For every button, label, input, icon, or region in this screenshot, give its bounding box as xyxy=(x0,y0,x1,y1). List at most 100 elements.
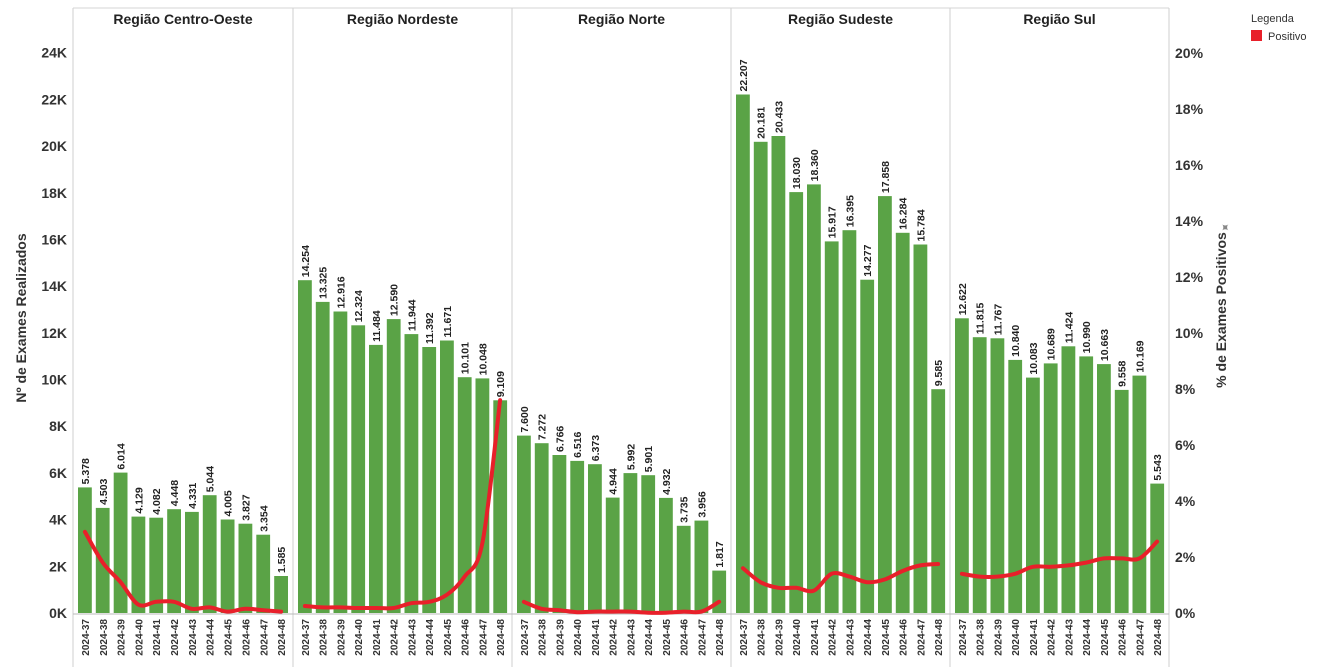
positive-rate-line[interactable] xyxy=(521,599,722,615)
x-tick-label: 2024-38 xyxy=(538,619,549,656)
legend-swatch-positivo[interactable] xyxy=(1251,30,1262,41)
y-left-tick-label: 4K xyxy=(49,512,67,528)
y-right-tick-label: 2% xyxy=(1175,549,1196,565)
panel-titles-layer: Região Centro-Oeste Região Nordeste Região… xyxy=(113,11,1095,27)
bar[interactable] xyxy=(931,389,946,613)
bar[interactable] xyxy=(789,192,804,613)
bar-value-label: 12.590 xyxy=(389,284,401,316)
bar[interactable] xyxy=(440,340,454,614)
bar[interactable] xyxy=(570,460,585,613)
x-tick-label: 2024-48 xyxy=(496,619,507,656)
bar-value-label: 5.044 xyxy=(205,466,217,492)
x-tick-label: 2024-40 xyxy=(134,619,145,656)
bar[interactable] xyxy=(1150,483,1165,613)
bar[interactable] xyxy=(1026,377,1040,613)
panel-title: Região Centro-Oeste xyxy=(113,11,252,27)
x-tick-label: 2024-43 xyxy=(188,619,199,656)
positive-rate-line[interactable] xyxy=(302,398,503,611)
bar[interactable] xyxy=(1079,356,1094,613)
x-tick-label: 2024-46 xyxy=(241,619,252,656)
bar[interactable] xyxy=(298,280,312,613)
positive-rate-line[interactable] xyxy=(959,539,1160,579)
bar[interactable] xyxy=(860,279,875,613)
bar[interactable] xyxy=(771,136,786,613)
bar[interactable] xyxy=(167,509,181,613)
legend-label-positivo[interactable]: Positivo xyxy=(1268,31,1307,43)
bar[interactable] xyxy=(1043,363,1058,613)
x-tick-label: 2024-46 xyxy=(461,619,472,656)
bar[interactable] xyxy=(605,497,620,613)
bar[interactable] xyxy=(972,337,987,613)
bar[interactable] xyxy=(457,377,472,613)
y-right-tick-label: 18% xyxy=(1175,101,1204,117)
bar[interactable] xyxy=(78,487,92,613)
bar[interactable] xyxy=(623,473,638,613)
x-tick-label: 2024-40 xyxy=(1011,619,1022,656)
bar[interactable] xyxy=(274,576,288,613)
bar[interactable] xyxy=(315,301,330,613)
bar[interactable] xyxy=(895,232,910,614)
bar[interactable] xyxy=(736,94,750,614)
positive-rate-line[interactable] xyxy=(82,529,284,614)
bar[interactable] xyxy=(351,325,366,613)
y-right-tick-label: 16% xyxy=(1175,157,1204,173)
panel-title: Região Sul xyxy=(1023,11,1095,27)
bar[interactable] xyxy=(878,196,892,613)
bar[interactable] xyxy=(131,516,146,613)
x-tick-label: 2024-39 xyxy=(336,619,347,656)
x-tick-label: 2024-43 xyxy=(407,619,418,656)
bar[interactable] xyxy=(552,455,567,613)
y-left-tick-label: 6K xyxy=(49,465,67,481)
bar[interactable] xyxy=(676,525,691,613)
bar[interactable] xyxy=(913,244,928,614)
bar[interactable] xyxy=(534,443,549,613)
bar[interactable] xyxy=(955,318,969,613)
bar-value-label: 4.082 xyxy=(151,488,163,514)
x-tick-label: 2024-41 xyxy=(152,619,163,656)
x-tick-label: 2024-42 xyxy=(609,619,620,656)
bar-value-label: 10.048 xyxy=(477,343,489,375)
bar[interactable] xyxy=(149,517,164,613)
bar[interactable] xyxy=(694,520,709,613)
y-right-tick-label: 10% xyxy=(1175,325,1204,341)
x-tick-label: 2024-45 xyxy=(224,619,235,656)
bar[interactable] xyxy=(588,464,602,613)
bar-labels-layer: 5.378 4.503 6.014 4.129 4.082 4.448 4.331 5.044… xyxy=(80,59,1164,573)
x-tick-label: 2024-40 xyxy=(792,619,803,656)
bar[interactable] xyxy=(990,338,1005,613)
bar[interactable] xyxy=(1114,389,1129,613)
bar[interactable] xyxy=(493,400,508,613)
bar[interactable] xyxy=(1061,346,1076,613)
bar[interactable] xyxy=(641,475,656,613)
bar-value-label: 16.284 xyxy=(898,198,910,230)
bar-value-label: 11.944 xyxy=(406,299,418,331)
bar[interactable] xyxy=(807,184,821,613)
bar[interactable] xyxy=(256,534,271,613)
x-tick-label: 2024-48 xyxy=(277,619,288,656)
bar-value-label: 13.325 xyxy=(318,267,330,299)
bar[interactable] xyxy=(659,497,673,613)
bar[interactable] xyxy=(238,523,253,613)
bar-value-label: 4.129 xyxy=(133,487,145,513)
positive-rate-line[interactable] xyxy=(740,562,941,594)
bar[interactable] xyxy=(333,311,348,614)
bar[interactable] xyxy=(369,344,383,613)
bar-value-label: 10.083 xyxy=(1028,342,1040,374)
bar[interactable] xyxy=(517,435,531,613)
bar[interactable] xyxy=(1008,359,1023,613)
bar[interactable] xyxy=(404,334,419,613)
bar-value-label: 20.433 xyxy=(773,101,785,133)
y-left-tick-label: 24K xyxy=(41,45,67,61)
bar[interactable] xyxy=(386,319,401,613)
bar[interactable] xyxy=(753,141,768,614)
bar[interactable] xyxy=(202,495,217,613)
bar[interactable] xyxy=(824,241,839,613)
bar[interactable] xyxy=(1097,364,1111,613)
bar[interactable] xyxy=(1132,375,1147,613)
x-tick-label: 2024-45 xyxy=(881,619,892,656)
bar[interactable] xyxy=(422,347,437,613)
bar[interactable] xyxy=(185,511,199,613)
bar[interactable] xyxy=(842,230,857,613)
bar[interactable] xyxy=(220,519,235,614)
